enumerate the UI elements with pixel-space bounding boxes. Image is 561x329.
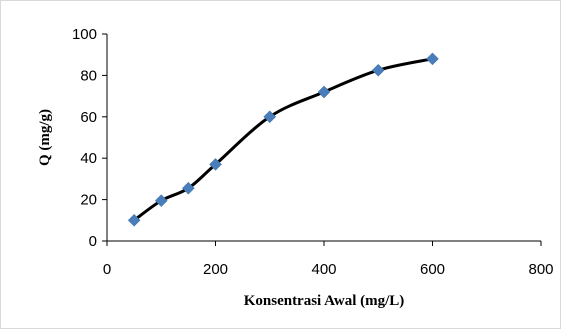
chart-axes (106, 34, 541, 242)
data-point (127, 213, 141, 227)
y-tick-label: 0 (89, 233, 97, 250)
data-point (209, 158, 222, 171)
data-point (371, 63, 385, 77)
data-point (426, 52, 439, 66)
x-tick-label: 600 (420, 261, 445, 278)
y-tick-label: 40 (80, 150, 97, 167)
y-tick-label: 80 (80, 67, 97, 84)
x-tick-label: 200 (203, 261, 228, 278)
data-point (263, 110, 277, 124)
x-axis-title: Konsentrasi Awal (mg/L) (244, 293, 405, 309)
chart-ticks: 0 20 40 60 80 100 0 200 400 600 800 (72, 26, 554, 278)
data-point (182, 181, 195, 195)
y-axis-title: Q (mg/g) (37, 109, 53, 166)
x-tick-label: 800 (528, 261, 553, 278)
series-line (133, 57, 433, 222)
data-point (154, 194, 168, 207)
series-points (127, 52, 439, 227)
y-tick-label: 60 (80, 109, 97, 126)
data-point (317, 85, 331, 99)
y-tick-label: 100 (72, 26, 97, 43)
x-tick-label: 400 (311, 261, 336, 278)
y-tick-label: 20 (80, 192, 97, 209)
x-tick-label: 0 (103, 261, 111, 278)
